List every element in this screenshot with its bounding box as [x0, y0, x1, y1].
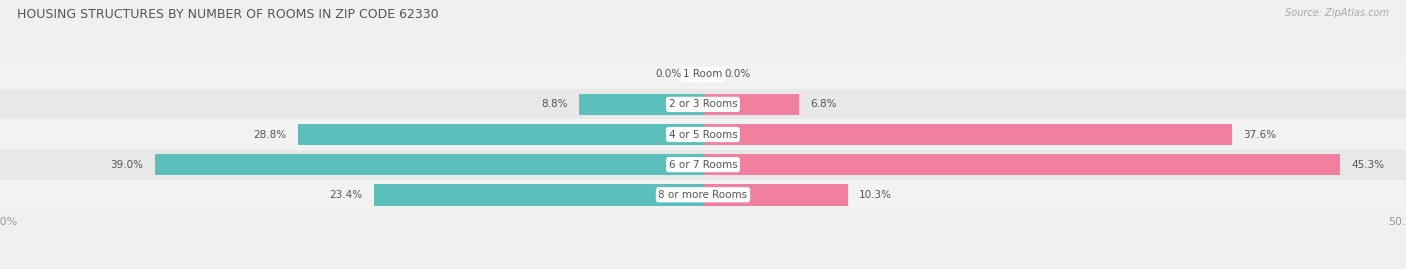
Text: HOUSING STRUCTURES BY NUMBER OF ROOMS IN ZIP CODE 62330: HOUSING STRUCTURES BY NUMBER OF ROOMS IN… [17, 8, 439, 21]
Bar [579, 94, 703, 115]
Text: 37.6%: 37.6% [1243, 129, 1277, 140]
Text: 6.8%: 6.8% [810, 99, 837, 109]
Bar [703, 124, 1232, 145]
Text: 39.0%: 39.0% [111, 160, 143, 170]
Text: 23.4%: 23.4% [329, 190, 363, 200]
Text: 0.0%: 0.0% [655, 69, 682, 79]
Bar [0, 180, 1406, 210]
Text: 0.0%: 0.0% [724, 69, 751, 79]
Bar [0, 150, 1406, 180]
Bar [374, 184, 703, 206]
Text: 4 or 5 Rooms: 4 or 5 Rooms [669, 129, 737, 140]
Bar [298, 124, 703, 145]
Text: 8.8%: 8.8% [541, 99, 568, 109]
Text: 28.8%: 28.8% [253, 129, 287, 140]
Text: 1 Room: 1 Room [683, 69, 723, 79]
Text: 45.3%: 45.3% [1351, 160, 1385, 170]
Bar [0, 59, 1406, 89]
Bar [703, 184, 848, 206]
Bar [0, 89, 1406, 119]
Bar [155, 154, 703, 175]
Bar [703, 94, 799, 115]
Bar [0, 119, 1406, 150]
Bar [703, 154, 1340, 175]
Text: 8 or more Rooms: 8 or more Rooms [658, 190, 748, 200]
Text: Source: ZipAtlas.com: Source: ZipAtlas.com [1285, 8, 1389, 18]
Text: 10.3%: 10.3% [859, 190, 891, 200]
Text: 2 or 3 Rooms: 2 or 3 Rooms [669, 99, 737, 109]
Text: 6 or 7 Rooms: 6 or 7 Rooms [669, 160, 737, 170]
